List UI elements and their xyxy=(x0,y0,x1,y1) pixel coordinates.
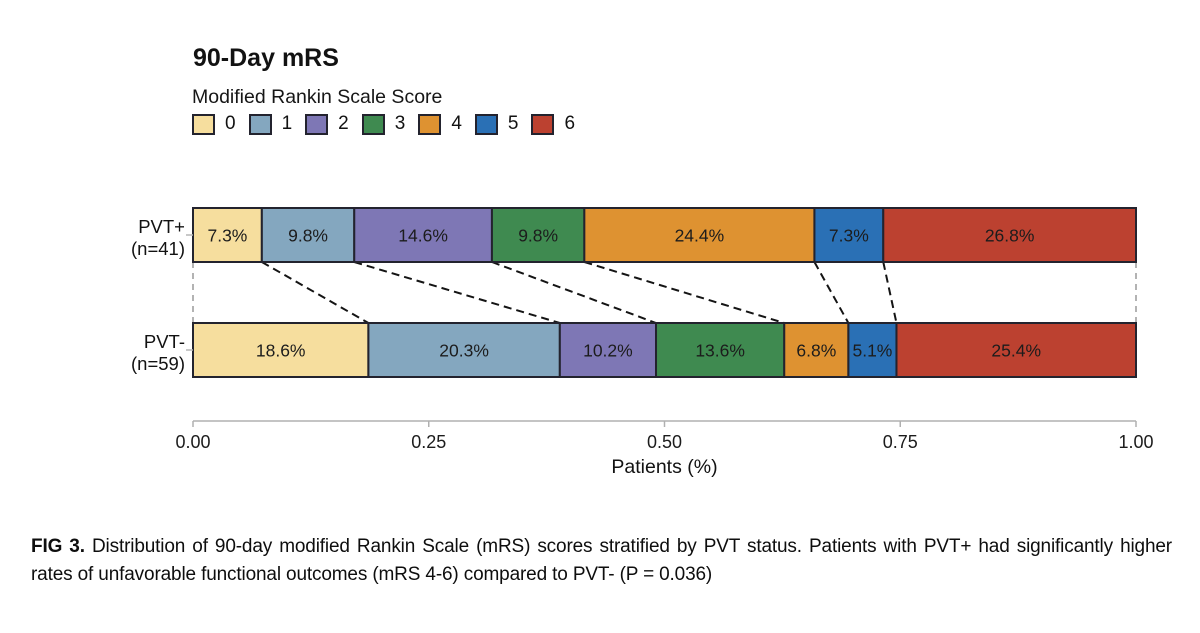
legend-entry-label: 2 xyxy=(338,113,349,134)
segment-value-label: 10.2% xyxy=(583,341,633,361)
segment-value-label: 7.3% xyxy=(207,226,247,246)
legend-swatch-1 xyxy=(248,113,272,135)
segment-value-label: 26.8% xyxy=(985,226,1035,246)
legend-entry-label: 3 xyxy=(394,113,406,134)
legend-item-5: 5 xyxy=(474,113,519,135)
segment-value-label: 6.8% xyxy=(796,341,836,361)
stacked-bar-chart: 7.3% 9.8% 14.6% 9.8% 24.4% 7.3% 26.8% PVT+(n=41… xyxy=(131,207,1154,478)
chart-title: 90-Day mRS xyxy=(193,44,339,72)
caption-label: FIG 3. xyxy=(31,536,85,557)
legend-swatch-6 xyxy=(531,113,555,135)
x-tick-label: 0.50 xyxy=(647,432,682,452)
x-tick-label: 1.00 xyxy=(1118,432,1153,452)
segment-connector xyxy=(882,261,898,324)
bar-pvt-minus-segment-mrs1 xyxy=(367,322,561,378)
segment-connector xyxy=(261,261,369,324)
legend-title: Modified Rankin Scale Score xyxy=(192,86,443,108)
segment-value-label: 18.6% xyxy=(256,341,306,361)
legend-entry-label: 6 xyxy=(564,113,576,134)
legend-swatch-4 xyxy=(418,113,442,135)
bar-pvt-minus-segment-mrs3 xyxy=(655,322,786,378)
segment-value-label: 13.6% xyxy=(695,341,745,361)
x-axis-title: Patients (%) xyxy=(611,456,717,478)
category-label: PVT+ xyxy=(138,216,185,237)
legend-item-4: 4 xyxy=(418,113,462,135)
category-sublabel: (n=41) xyxy=(131,238,185,259)
segment-connector xyxy=(584,261,785,324)
bar-pvt-plus-segment-mrs4 xyxy=(583,207,816,263)
segment-connector xyxy=(491,261,657,324)
bar-pvt-plus-segment-mrs6 xyxy=(882,207,1137,263)
segment-value-label: 20.3% xyxy=(439,341,489,361)
bar-pvt-plus-segment-mrs2 xyxy=(353,207,493,263)
segment-value-label: 5.1% xyxy=(852,341,892,361)
legend-swatch-5 xyxy=(474,113,498,135)
legend-entry-label: 0 xyxy=(225,113,236,134)
x-tick-label: 0.00 xyxy=(175,432,210,452)
x-tick-label: 0.75 xyxy=(883,432,918,452)
legend-item-0: 0 xyxy=(192,113,236,135)
category-label: PVT- xyxy=(144,331,185,352)
legend-entry-label: 1 xyxy=(281,113,293,134)
caption-text: Distribution of 90-day modified Rankin S… xyxy=(31,536,1172,585)
segment-connector xyxy=(813,261,850,324)
legend-item-1: 1 xyxy=(248,113,293,135)
category-sublabel: (n=59) xyxy=(131,353,185,374)
legend-swatch-2 xyxy=(305,113,329,135)
bar-pvt-plus-segment-mrs5 xyxy=(813,207,885,263)
segment-connector xyxy=(353,261,561,324)
x-tick-label: 0.25 xyxy=(411,432,446,452)
segment-value-label: 25.4% xyxy=(991,341,1041,361)
legend: 0 1 2 3 4 5 6 xyxy=(192,113,588,135)
segment-value-label: 9.8% xyxy=(518,226,558,246)
legend-entry-label: 5 xyxy=(507,113,519,134)
legend-item-2: 2 xyxy=(305,113,349,135)
bar-pvt-minus-segment-mrs6 xyxy=(895,322,1138,378)
segment-value-label: 9.8% xyxy=(288,226,328,246)
bar-pvt-minus-segment-mrs2 xyxy=(558,322,658,378)
legend-swatch-3 xyxy=(361,113,385,135)
segment-value-label: 14.6% xyxy=(398,226,448,246)
legend-swatch-0 xyxy=(192,113,215,135)
segment-value-label: 7.3% xyxy=(829,226,869,246)
legend-item-6: 6 xyxy=(531,113,575,135)
legend-item-3: 3 xyxy=(361,113,406,135)
segment-value-label: 24.4% xyxy=(675,226,725,246)
figure-caption: FIG 3. Distribution of 90-day modified R… xyxy=(31,533,1172,588)
bar-pvt-plus-segment-mrs1 xyxy=(260,207,356,263)
legend-entry-label: 4 xyxy=(451,113,462,134)
